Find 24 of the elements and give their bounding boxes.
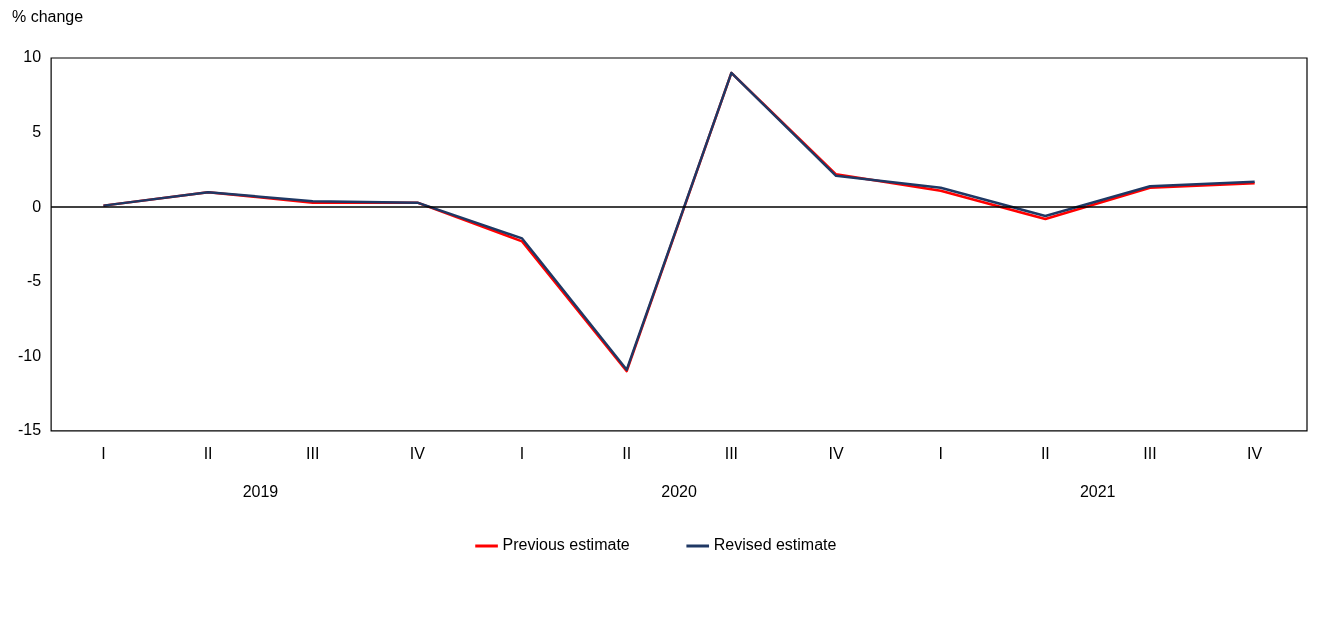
x-tick-label: II <box>203 444 213 462</box>
x-tick-label: I <box>101 444 106 462</box>
text: 2019 <box>242 483 279 501</box>
y-tick-label: -15 <box>18 421 42 439</box>
y-tick-label: 5 <box>32 122 42 140</box>
x-tick-label: III <box>306 444 320 462</box>
x-tick-label: II <box>1040 444 1050 462</box>
x-tick-label: II <box>622 444 632 462</box>
text: 2020 <box>661 483 697 501</box>
x-tick-label: III <box>1143 444 1157 462</box>
y-axis-title: % change <box>12 8 84 26</box>
legend-label: Previous estimate <box>502 536 630 554</box>
x-tick-label: IV <box>1247 444 1263 462</box>
x-tick-label: IV <box>409 444 426 462</box>
text: 2021 <box>1079 483 1116 501</box>
x-tick-label: I <box>938 444 943 462</box>
y-tick-label: -10 <box>18 346 42 364</box>
x-tick-label: IV <box>828 444 844 462</box>
x-tick-label: III <box>724 444 739 462</box>
legend-label: Revised estimate <box>713 536 837 554</box>
x-tick-label: I <box>519 444 525 462</box>
y-tick-label: 10 <box>23 48 42 66</box>
y-tick-label: -5 <box>26 272 42 290</box>
y-tick-label: 0 <box>32 197 42 215</box>
